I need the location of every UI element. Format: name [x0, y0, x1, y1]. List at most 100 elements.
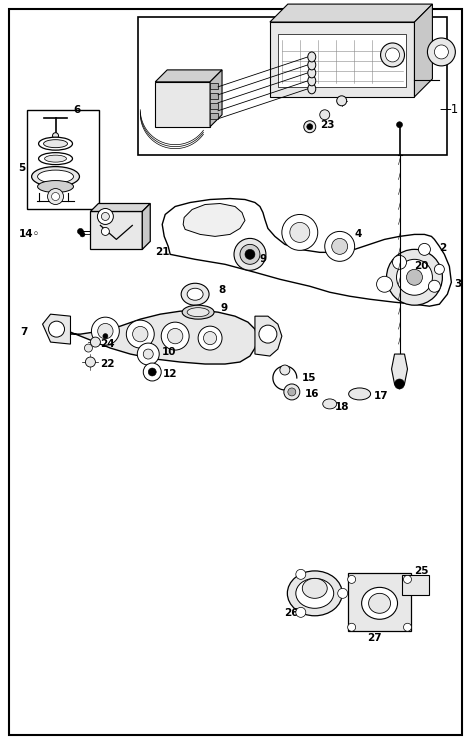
Circle shape: [48, 188, 64, 205]
Text: 6: 6: [73, 105, 81, 115]
Ellipse shape: [308, 60, 316, 70]
Text: 10: 10: [162, 347, 177, 357]
Ellipse shape: [349, 388, 371, 400]
Circle shape: [49, 321, 65, 337]
Circle shape: [392, 255, 406, 269]
Circle shape: [434, 45, 448, 59]
Text: 21: 21: [155, 247, 170, 257]
Polygon shape: [90, 211, 142, 249]
Circle shape: [427, 38, 455, 66]
Polygon shape: [414, 4, 432, 97]
Polygon shape: [183, 204, 245, 237]
Text: 18: 18: [335, 402, 349, 412]
Polygon shape: [142, 204, 150, 249]
Ellipse shape: [362, 587, 398, 619]
Circle shape: [103, 333, 108, 339]
Bar: [401, 575, 430, 595]
Text: —1: —1: [439, 103, 459, 116]
Text: 14◦: 14◦: [19, 229, 40, 240]
Circle shape: [101, 228, 109, 235]
Bar: [210, 113, 218, 119]
Text: 9: 9: [220, 304, 227, 313]
Circle shape: [397, 122, 403, 128]
Circle shape: [348, 623, 356, 631]
Circle shape: [137, 343, 159, 365]
Circle shape: [51, 193, 59, 200]
Circle shape: [381, 43, 405, 67]
Circle shape: [290, 222, 310, 243]
Ellipse shape: [39, 137, 73, 150]
Circle shape: [397, 260, 432, 295]
Circle shape: [284, 384, 300, 400]
Circle shape: [143, 363, 161, 381]
Ellipse shape: [187, 288, 203, 301]
Circle shape: [143, 349, 153, 359]
Text: 5: 5: [19, 163, 26, 173]
Circle shape: [348, 575, 356, 583]
Circle shape: [91, 317, 119, 345]
Circle shape: [325, 231, 355, 261]
Text: 3: 3: [455, 279, 462, 289]
Ellipse shape: [323, 399, 337, 409]
Ellipse shape: [308, 68, 316, 78]
Circle shape: [404, 623, 412, 631]
Text: 9: 9: [260, 254, 267, 264]
Polygon shape: [90, 204, 150, 211]
Text: 7: 7: [21, 327, 28, 337]
Circle shape: [338, 589, 348, 598]
Bar: [210, 103, 218, 109]
Polygon shape: [270, 22, 414, 97]
Circle shape: [307, 124, 313, 129]
Circle shape: [377, 276, 392, 292]
Polygon shape: [210, 70, 222, 126]
Circle shape: [259, 325, 277, 343]
Bar: [278, 34, 406, 87]
Ellipse shape: [32, 167, 80, 187]
Circle shape: [97, 324, 113, 339]
Text: 20: 20: [414, 261, 429, 272]
Polygon shape: [155, 70, 222, 82]
Ellipse shape: [308, 76, 316, 86]
Circle shape: [53, 132, 58, 138]
Ellipse shape: [45, 155, 66, 162]
Text: 17: 17: [374, 391, 388, 401]
Circle shape: [161, 322, 189, 350]
Circle shape: [395, 379, 405, 389]
Polygon shape: [162, 199, 451, 307]
Ellipse shape: [369, 594, 390, 613]
Circle shape: [168, 328, 183, 344]
Circle shape: [97, 208, 114, 225]
Circle shape: [203, 332, 217, 344]
Polygon shape: [56, 310, 258, 364]
Circle shape: [406, 269, 422, 285]
Circle shape: [245, 249, 255, 260]
Ellipse shape: [302, 578, 327, 598]
Circle shape: [280, 365, 290, 375]
Bar: [210, 93, 218, 99]
Circle shape: [84, 344, 92, 352]
Circle shape: [418, 243, 430, 255]
Circle shape: [387, 249, 442, 305]
Circle shape: [80, 232, 85, 237]
Ellipse shape: [39, 153, 73, 164]
Circle shape: [434, 264, 444, 275]
Ellipse shape: [308, 52, 316, 62]
Text: 4: 4: [355, 229, 362, 240]
Polygon shape: [42, 314, 71, 344]
Circle shape: [332, 238, 348, 254]
Circle shape: [429, 280, 440, 292]
Circle shape: [101, 213, 109, 220]
Circle shape: [320, 110, 330, 120]
Circle shape: [198, 326, 222, 350]
Ellipse shape: [182, 305, 214, 319]
Ellipse shape: [287, 571, 342, 616]
Bar: [138, 17, 447, 155]
Text: 26: 26: [284, 609, 298, 618]
Text: 15: 15: [302, 373, 317, 383]
Circle shape: [337, 96, 347, 106]
Ellipse shape: [187, 308, 209, 317]
Circle shape: [85, 357, 96, 367]
Text: 2: 2: [439, 243, 447, 254]
Circle shape: [133, 327, 148, 341]
Text: 12: 12: [163, 369, 178, 379]
